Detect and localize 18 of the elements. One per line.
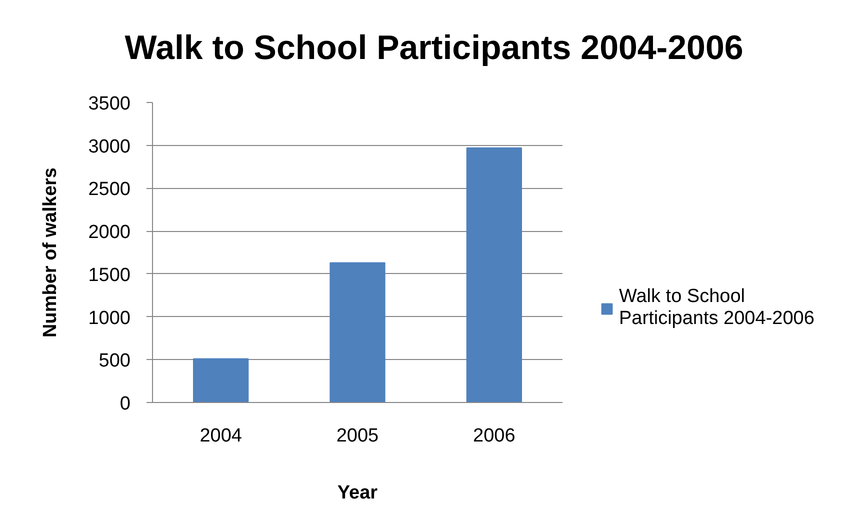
- y-tick-label: 2500: [88, 179, 131, 200]
- y-tick-label: 500: [98, 350, 130, 372]
- y-axis-title: Number of walkers: [40, 168, 62, 338]
- y-tick-label: 2000: [88, 222, 131, 244]
- y-tick-label: 3500: [88, 94, 131, 114]
- x-tick-label: 2004: [200, 426, 242, 446]
- x-axis-title: Year: [337, 482, 378, 504]
- legend-label: Walk to School Participants 2004-2006: [619, 286, 814, 330]
- bar: [466, 147, 522, 402]
- bar: [330, 262, 386, 402]
- y-tick-label: 3000: [88, 136, 131, 158]
- y-tick-label: 1500: [88, 264, 131, 286]
- y-tick-label: 1000: [88, 308, 131, 329]
- x-tick-label: 2006: [473, 426, 516, 446]
- x-tick-label: 2005: [336, 426, 379, 446]
- chart-title: Walk to School Participants 2004-2006: [124, 28, 744, 69]
- y-tick-label: 0: [120, 394, 131, 414]
- bar: [193, 358, 249, 402]
